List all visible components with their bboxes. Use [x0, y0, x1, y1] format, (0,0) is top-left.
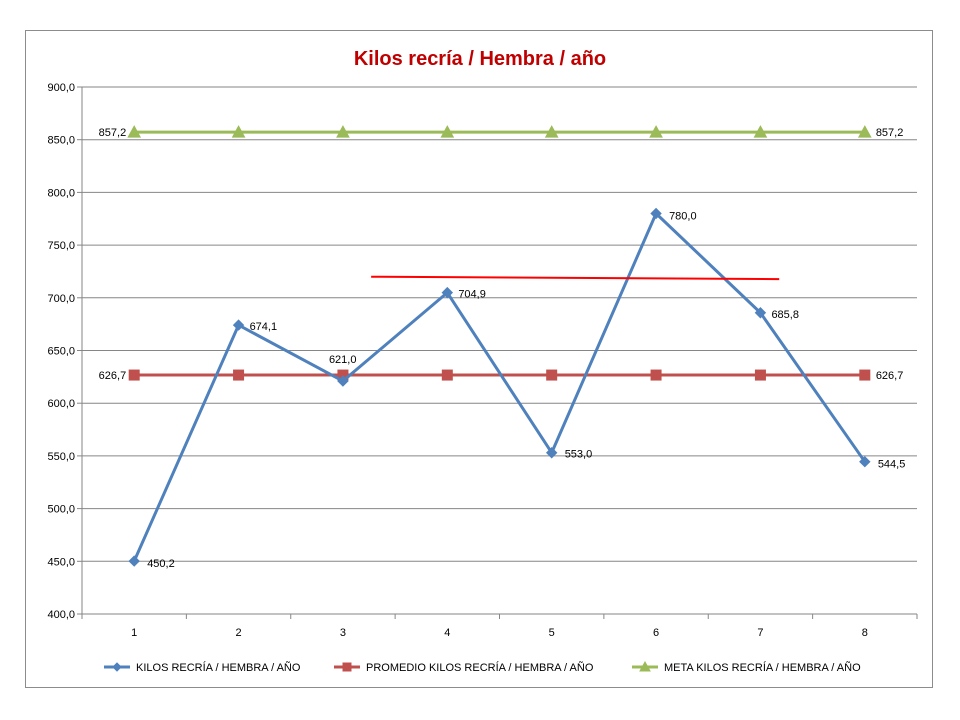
data-label: 553,0: [565, 449, 593, 461]
triangle-marker: [127, 125, 142, 138]
y-tick-label: 550,0: [47, 451, 75, 463]
diamond-marker: [650, 207, 662, 220]
gridlines: [82, 86, 917, 615]
square-marker: [754, 369, 766, 381]
trendline: [371, 275, 780, 281]
square-marker: [128, 369, 140, 381]
data-label: 450,2: [147, 558, 175, 570]
y-tick-label: 800,0: [47, 187, 75, 199]
diamond-marker: [112, 662, 122, 672]
legend-item: META KILOS RECRÍA / HEMBRA / AÑO: [632, 660, 861, 674]
triangle-marker: [336, 125, 350, 138]
triangle-marker: [440, 125, 455, 138]
data-label: 704,9: [458, 289, 486, 301]
legend-label: KILOS RECRÍA / HEMBRA / AÑO: [136, 661, 301, 674]
axes: 400,0 450,0 500,0 550,0 600,0 650,0 700,0 750,0…: [47, 82, 918, 639]
square-marker: [441, 369, 453, 381]
x-tick-label: 7: [757, 627, 763, 639]
square-marker: [650, 369, 662, 381]
series-layer: [127, 125, 872, 567]
y-tick-label: 850,0: [47, 135, 75, 147]
legend: KILOS RECRÍA / HEMBRA / AÑO PROMEDIO KILO…: [104, 660, 861, 674]
square-marker: [233, 369, 245, 381]
data-label: 685,8: [771, 309, 799, 321]
data-label: 544,5: [878, 459, 906, 471]
y-tick-label: 500,0: [47, 504, 75, 516]
x-tick-label: 2: [236, 627, 242, 639]
legend-item: KILOS RECRÍA / HEMBRA / AÑO: [104, 661, 301, 674]
diamond-marker: [441, 286, 454, 299]
data-label: 626,7: [99, 370, 127, 382]
data-labels: 450,2 674,1 621,0 704,9 553,0 780,0 685,8 544,5…: [99, 127, 906, 570]
legend-item: PROMEDIO KILOS RECRÍA / HEMBRA / AÑO: [334, 661, 594, 674]
chart-title: Kilos recría / Hembra / año: [354, 48, 606, 70]
y-tick-label: 450,0: [47, 556, 75, 568]
x-tick-label: 1: [131, 627, 137, 639]
legend-label: META KILOS RECRÍA / HEMBRA / AÑO: [664, 661, 861, 674]
diamond-marker: [754, 307, 767, 319]
triangle-marker: [649, 125, 663, 138]
diamond-marker: [232, 319, 245, 331]
triangle-marker: [753, 125, 768, 138]
x-tick-label: 6: [653, 627, 659, 639]
diamond-marker: [859, 455, 871, 468]
y-tick-label: 700,0: [47, 293, 75, 305]
data-label: 780,0: [669, 210, 697, 222]
square-marker: [342, 662, 352, 672]
triangle-marker: [231, 125, 246, 138]
line-chart: Kilos recría / Hembra / año 400,0 450,0 50…: [47, 48, 918, 674]
y-tick-label: 600,0: [47, 398, 75, 410]
y-tick-label: 750,0: [47, 240, 75, 252]
data-label: 626,7: [876, 370, 904, 382]
series-line: [132, 211, 867, 562]
series-2: [127, 125, 872, 138]
diamond-marker: [128, 555, 140, 567]
data-label: 621,0: [329, 354, 357, 366]
triangle-marker: [857, 125, 872, 138]
y-tick-label: 400,0: [47, 609, 75, 621]
square-marker: [546, 369, 558, 381]
chart-frame: Kilos recría / Hembra / año 400,0 450,0 50…: [25, 30, 933, 688]
diamond-marker: [545, 447, 558, 459]
series-0: [128, 207, 871, 567]
x-tick-label: 3: [340, 627, 346, 639]
triangle-marker: [639, 660, 651, 672]
y-tick-label: 900,0: [47, 82, 75, 94]
x-tick-label: 5: [549, 627, 555, 639]
data-label: 857,2: [99, 127, 127, 139]
triangle-marker: [544, 125, 559, 138]
x-tick-label: 8: [862, 627, 868, 639]
square-marker: [859, 369, 871, 381]
diamond-marker: [337, 375, 349, 387]
data-label: 674,1: [250, 321, 278, 333]
legend-label: PROMEDIO KILOS RECRÍA / HEMBRA / AÑO: [366, 661, 594, 674]
y-tick-label: 650,0: [47, 346, 75, 358]
x-tick-label: 4: [444, 627, 450, 639]
data-label: 857,2: [876, 127, 904, 139]
